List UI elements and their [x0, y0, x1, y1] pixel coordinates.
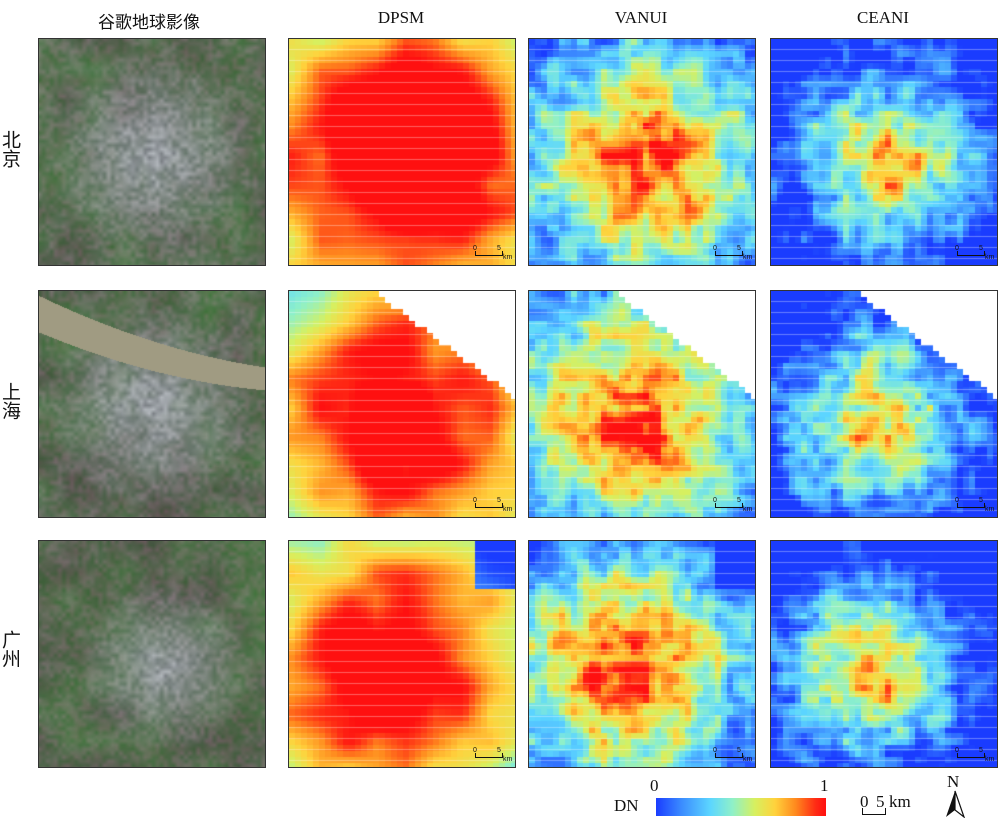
column-title-vanui: VANUI [614, 8, 668, 27]
panel-guangzhou-dpsm: 0 5 km [288, 540, 516, 768]
north-label: N [947, 772, 960, 791]
panel-beijing-dpsm: 0 5 km [288, 38, 516, 266]
panel-beijing-ceani: 0 5 km [770, 38, 998, 266]
panel-shanghai-dpsm: 0 5 km [288, 290, 516, 518]
panel-scale-bar: 0 5 km [473, 245, 513, 261]
column-title-ceani: CEANI [857, 8, 909, 27]
panel-guangzhou-vanui: 0 5 km [528, 540, 756, 768]
panel-scale-bar: 0 5 km [713, 245, 753, 261]
legend-min: 0 [650, 776, 659, 795]
panel-beijing-vanui: 0 5 km [528, 38, 756, 266]
panel-scale-bar: 0 5 km [955, 497, 995, 513]
row-label-shanghai: 上海 [0, 382, 21, 420]
scale-bar-zero: 0 [860, 792, 869, 811]
scale-bar [862, 808, 886, 815]
panel-scale-bar: 0 5 km [713, 497, 753, 513]
panel-shanghai-vanui: 0 5 km [528, 290, 756, 518]
panel-guangzhou-satellite [38, 540, 266, 768]
scale-bar-unit: km [889, 792, 911, 811]
north-arrow-icon [946, 790, 965, 818]
row-label-beijing: 北京 [0, 130, 21, 168]
column-title-google-earth: 谷歌地球影像 [98, 13, 200, 32]
legend-color-ramp [656, 798, 826, 816]
column-title-dpsm: DPSM [377, 8, 425, 27]
panel-beijing-satellite [38, 38, 266, 266]
panel-shanghai-satellite [38, 290, 266, 518]
panel-scale-bar: 0 5 km [473, 747, 513, 763]
scale-bar-value: 5 [876, 792, 885, 811]
panel-scale-bar: 0 5 km [955, 245, 995, 261]
panel-shanghai-ceani: 0 5 km [770, 290, 998, 518]
row-label-guangzhou: 广州 [0, 630, 21, 668]
legend-max: 1 [820, 776, 829, 795]
legend-label: DN [614, 796, 639, 815]
panel-guangzhou-ceani: 0 5 km [770, 540, 998, 768]
panel-scale-bar: 0 5 km [473, 497, 513, 513]
panel-scale-bar: 0 5 km [713, 747, 753, 763]
panel-scale-bar: 0 5 km [955, 747, 995, 763]
